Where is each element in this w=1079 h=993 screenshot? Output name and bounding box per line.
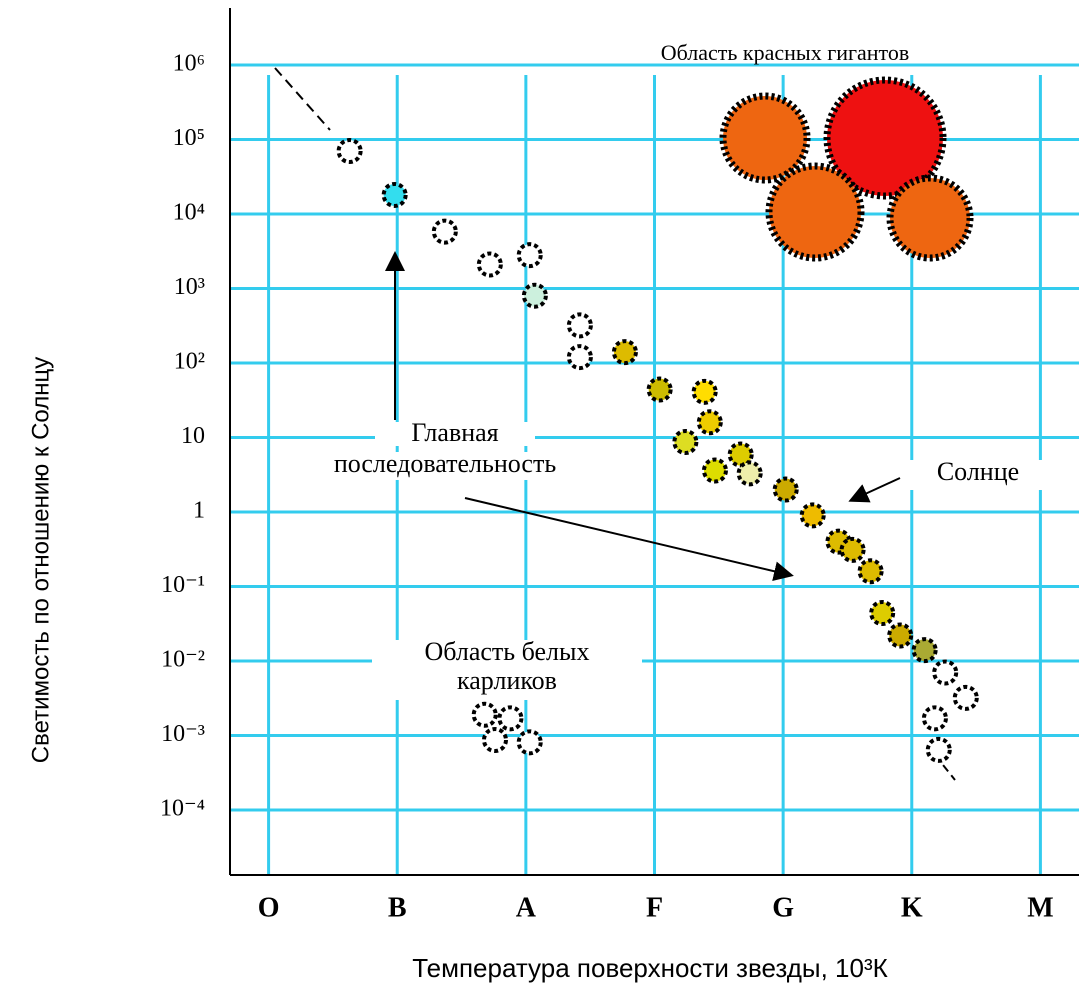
y-tick-label: 10³ bbox=[174, 274, 205, 300]
star-point bbox=[889, 624, 911, 646]
red-giants bbox=[723, 80, 970, 258]
giant-star bbox=[723, 96, 807, 180]
annotation: карликов bbox=[457, 666, 557, 695]
star-point bbox=[934, 662, 956, 684]
page: Область красных гигантов Главная последо… bbox=[0, 0, 1079, 993]
annotation: Область красных гигантов bbox=[661, 40, 910, 65]
star-point bbox=[775, 479, 797, 501]
star-point bbox=[914, 639, 936, 661]
x-tick-label: M bbox=[1027, 892, 1053, 923]
y-tick-label: 10⁶ bbox=[173, 50, 205, 76]
star-point bbox=[569, 346, 591, 368]
star-point bbox=[484, 729, 506, 751]
star-point bbox=[479, 253, 501, 275]
annotation: Главная bbox=[411, 418, 498, 447]
chart: Область красных гигантов Главная последо… bbox=[0, 0, 1079, 993]
star-point bbox=[924, 707, 946, 729]
star-point bbox=[434, 221, 456, 243]
x-tick-label: B bbox=[388, 892, 407, 923]
y-tick-label: 1 bbox=[193, 497, 205, 523]
y-tick-label: 10⁻¹ bbox=[161, 572, 205, 598]
giant-star bbox=[890, 178, 970, 258]
star-point bbox=[802, 504, 824, 526]
star-point bbox=[871, 602, 893, 624]
annotation: Область белых bbox=[424, 637, 589, 666]
star-point bbox=[339, 140, 361, 162]
x-tick-label: F bbox=[646, 892, 663, 923]
y-tick-label: 10⁴ bbox=[173, 199, 205, 225]
trend-line bbox=[275, 68, 330, 130]
star-point bbox=[614, 341, 636, 363]
star-point bbox=[860, 560, 882, 582]
star-point bbox=[842, 539, 864, 561]
star-point bbox=[694, 381, 716, 403]
y-tick-label: 10⁻³ bbox=[161, 721, 205, 747]
star-point bbox=[649, 379, 671, 401]
x-tick-label: O bbox=[258, 892, 280, 923]
star-point bbox=[674, 431, 696, 453]
x-tick-label: G bbox=[772, 892, 794, 923]
star-point bbox=[524, 285, 546, 307]
star-point bbox=[474, 704, 496, 726]
star-point bbox=[384, 184, 406, 206]
x-tick-label: K bbox=[901, 892, 923, 923]
arrow bbox=[852, 478, 900, 500]
star-point bbox=[704, 460, 726, 482]
star-point bbox=[739, 462, 761, 484]
y-axis-title: Светимость по отношению к Солнцу bbox=[27, 357, 54, 763]
x-tick-label: A bbox=[516, 892, 537, 923]
annotation: последовательность bbox=[334, 449, 557, 478]
y-tick-label: 10⁵ bbox=[173, 125, 205, 151]
giant-star bbox=[769, 166, 861, 258]
annotation: Солнце bbox=[937, 457, 1019, 486]
x-axis-title: Температура поверхности звезды, 10³К bbox=[412, 953, 888, 983]
star-point bbox=[519, 244, 541, 266]
arrow bbox=[465, 498, 790, 575]
star-point bbox=[928, 739, 950, 761]
star-point bbox=[699, 411, 721, 433]
y-tick-label: 10 bbox=[181, 423, 205, 449]
star-point bbox=[955, 687, 977, 709]
y-tick-label: 10⁻⁴ bbox=[160, 795, 205, 821]
y-tick-label: 10⁻² bbox=[161, 646, 205, 672]
star-point bbox=[499, 707, 521, 729]
star-point bbox=[519, 731, 541, 753]
y-tick-label: 10² bbox=[174, 348, 205, 374]
star-point bbox=[569, 314, 591, 336]
